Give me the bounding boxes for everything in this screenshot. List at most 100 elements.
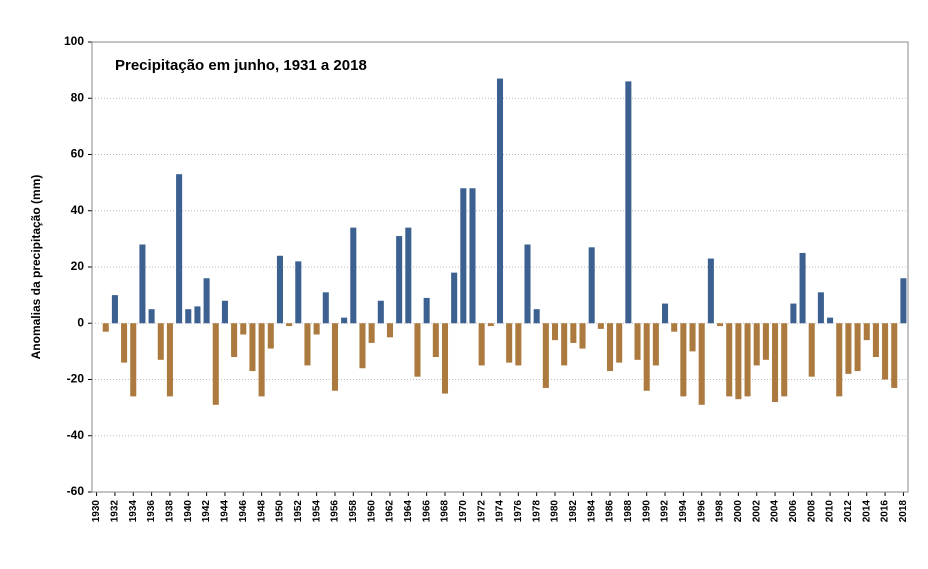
x-tick-label: 1962 <box>385 500 396 523</box>
x-tick-label: 1932 <box>110 500 121 523</box>
bar <box>396 236 403 324</box>
bar <box>231 323 238 357</box>
y-tick-label: 0 <box>77 315 84 329</box>
bar <box>808 323 815 377</box>
bar <box>717 323 724 327</box>
plot-border <box>91 41 909 493</box>
bar <box>194 306 201 324</box>
bar <box>551 323 559 341</box>
bar <box>441 323 449 394</box>
bar <box>432 323 439 357</box>
x-tick-label: 1936 <box>146 500 157 523</box>
x-tick-label: 1982 <box>568 500 579 523</box>
bar <box>350 227 357 324</box>
bar <box>451 272 458 324</box>
x-tick-label: 1950 <box>275 500 286 523</box>
bar <box>817 292 824 324</box>
bar <box>597 323 604 329</box>
x-tick-label: 1976 <box>513 500 524 523</box>
bar <box>331 323 338 391</box>
bar <box>561 323 568 366</box>
bar <box>295 261 302 324</box>
bar <box>478 323 485 366</box>
bar <box>836 323 843 397</box>
bar <box>524 244 531 324</box>
bar <box>313 323 320 335</box>
x-tick-label: 1956 <box>330 500 341 523</box>
x-tick-label: 1946 <box>238 500 249 523</box>
x-tick-label: 1954 <box>311 500 322 523</box>
x-tick-label: 1986 <box>605 500 616 523</box>
x-tick-label: 1940 <box>183 500 194 523</box>
bar <box>267 323 274 349</box>
bar <box>212 323 219 405</box>
x-tick-label: 1934 <box>128 500 139 523</box>
bar <box>157 323 164 360</box>
x-tick-label: 1930 <box>91 500 102 523</box>
x-tick-label: 1980 <box>550 500 561 523</box>
bar <box>139 244 146 324</box>
bar <box>240 323 247 335</box>
x-tick-label: 1970 <box>458 500 469 523</box>
bar <box>872 323 879 357</box>
bar <box>460 188 467 324</box>
bar <box>111 295 118 324</box>
y-tick-label: 40 <box>71 203 85 217</box>
x-tick-label: 1998 <box>715 500 726 523</box>
bar <box>533 309 540 324</box>
bar <box>643 323 650 391</box>
bar <box>827 317 834 324</box>
bar <box>130 323 137 397</box>
x-tick-label: 1938 <box>165 500 176 523</box>
x-tick-label: 1992 <box>660 500 671 523</box>
x-tick-label: 1968 <box>440 500 451 523</box>
bar <box>671 323 678 332</box>
bar <box>515 323 522 366</box>
x-tick-label: 1990 <box>641 500 652 523</box>
x-tick-label: 2006 <box>788 500 799 523</box>
bar <box>249 323 256 372</box>
x-tick-label: 1942 <box>201 500 212 523</box>
bar <box>496 78 504 324</box>
bar <box>652 323 659 366</box>
bar <box>900 278 907 324</box>
bar <box>414 323 421 377</box>
bar <box>386 323 394 338</box>
x-tick-label: 2014 <box>861 500 872 523</box>
bar <box>148 309 155 324</box>
bar <box>616 323 623 363</box>
bar <box>790 303 797 324</box>
bar <box>487 323 494 327</box>
x-tick-label: 1958 <box>348 500 359 523</box>
bar <box>570 323 577 343</box>
bar <box>882 323 889 380</box>
y-axis-label: Anomalias da precipitação (mm) <box>29 175 43 360</box>
bar <box>634 323 641 360</box>
bar <box>203 278 210 324</box>
x-tick-label: 1974 <box>495 500 506 523</box>
bar <box>863 323 870 341</box>
bar <box>781 323 788 397</box>
bar <box>423 297 430 324</box>
x-tick-label: 1964 <box>403 500 414 523</box>
x-tick-label: 1952 <box>293 500 304 523</box>
x-tick-label: 2010 <box>825 500 836 523</box>
bar <box>753 323 760 366</box>
x-tick-label: 1948 <box>256 500 267 523</box>
bar <box>542 323 549 388</box>
bar <box>726 323 733 397</box>
y-tick-label: 80 <box>71 90 85 104</box>
bar <box>304 323 311 366</box>
x-tick-label: 1996 <box>696 500 707 523</box>
x-tick-label: 1972 <box>476 500 487 523</box>
bar <box>735 323 742 400</box>
bar <box>368 323 375 343</box>
x-tick-label: 1966 <box>421 500 432 523</box>
bar <box>221 300 228 324</box>
bar <box>662 303 669 324</box>
bar <box>176 174 183 324</box>
x-tick-label: 2008 <box>806 500 817 523</box>
bar <box>286 323 293 327</box>
bar <box>845 323 852 374</box>
